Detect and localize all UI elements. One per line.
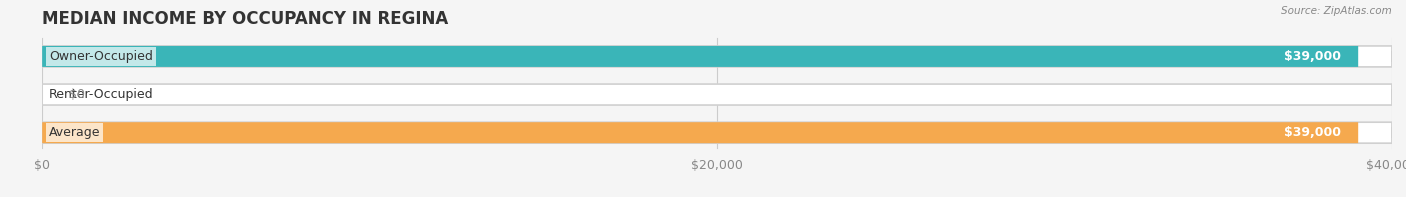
Text: $39,000: $39,000 (1284, 50, 1341, 63)
FancyBboxPatch shape (42, 84, 1392, 105)
FancyBboxPatch shape (42, 46, 1392, 67)
Text: Owner-Occupied: Owner-Occupied (49, 50, 153, 63)
FancyBboxPatch shape (42, 46, 1358, 67)
FancyBboxPatch shape (42, 122, 1358, 143)
Text: $0: $0 (69, 88, 86, 101)
FancyBboxPatch shape (42, 122, 1392, 143)
Text: Source: ZipAtlas.com: Source: ZipAtlas.com (1281, 6, 1392, 16)
Text: MEDIAN INCOME BY OCCUPANCY IN REGINA: MEDIAN INCOME BY OCCUPANCY IN REGINA (42, 10, 449, 28)
Text: Renter-Occupied: Renter-Occupied (49, 88, 153, 101)
Text: $39,000: $39,000 (1284, 126, 1341, 139)
Text: Average: Average (49, 126, 100, 139)
